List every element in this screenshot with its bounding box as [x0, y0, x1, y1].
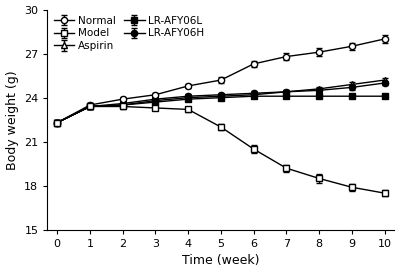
X-axis label: Time (week): Time (week): [182, 254, 260, 268]
Y-axis label: Body weight (g): Body weight (g): [6, 70, 18, 170]
Legend: Normal, Model, Aspirin, LR-AFY06L, LR-AFY06H: Normal, Model, Aspirin, LR-AFY06L, LR-AF…: [52, 15, 205, 52]
